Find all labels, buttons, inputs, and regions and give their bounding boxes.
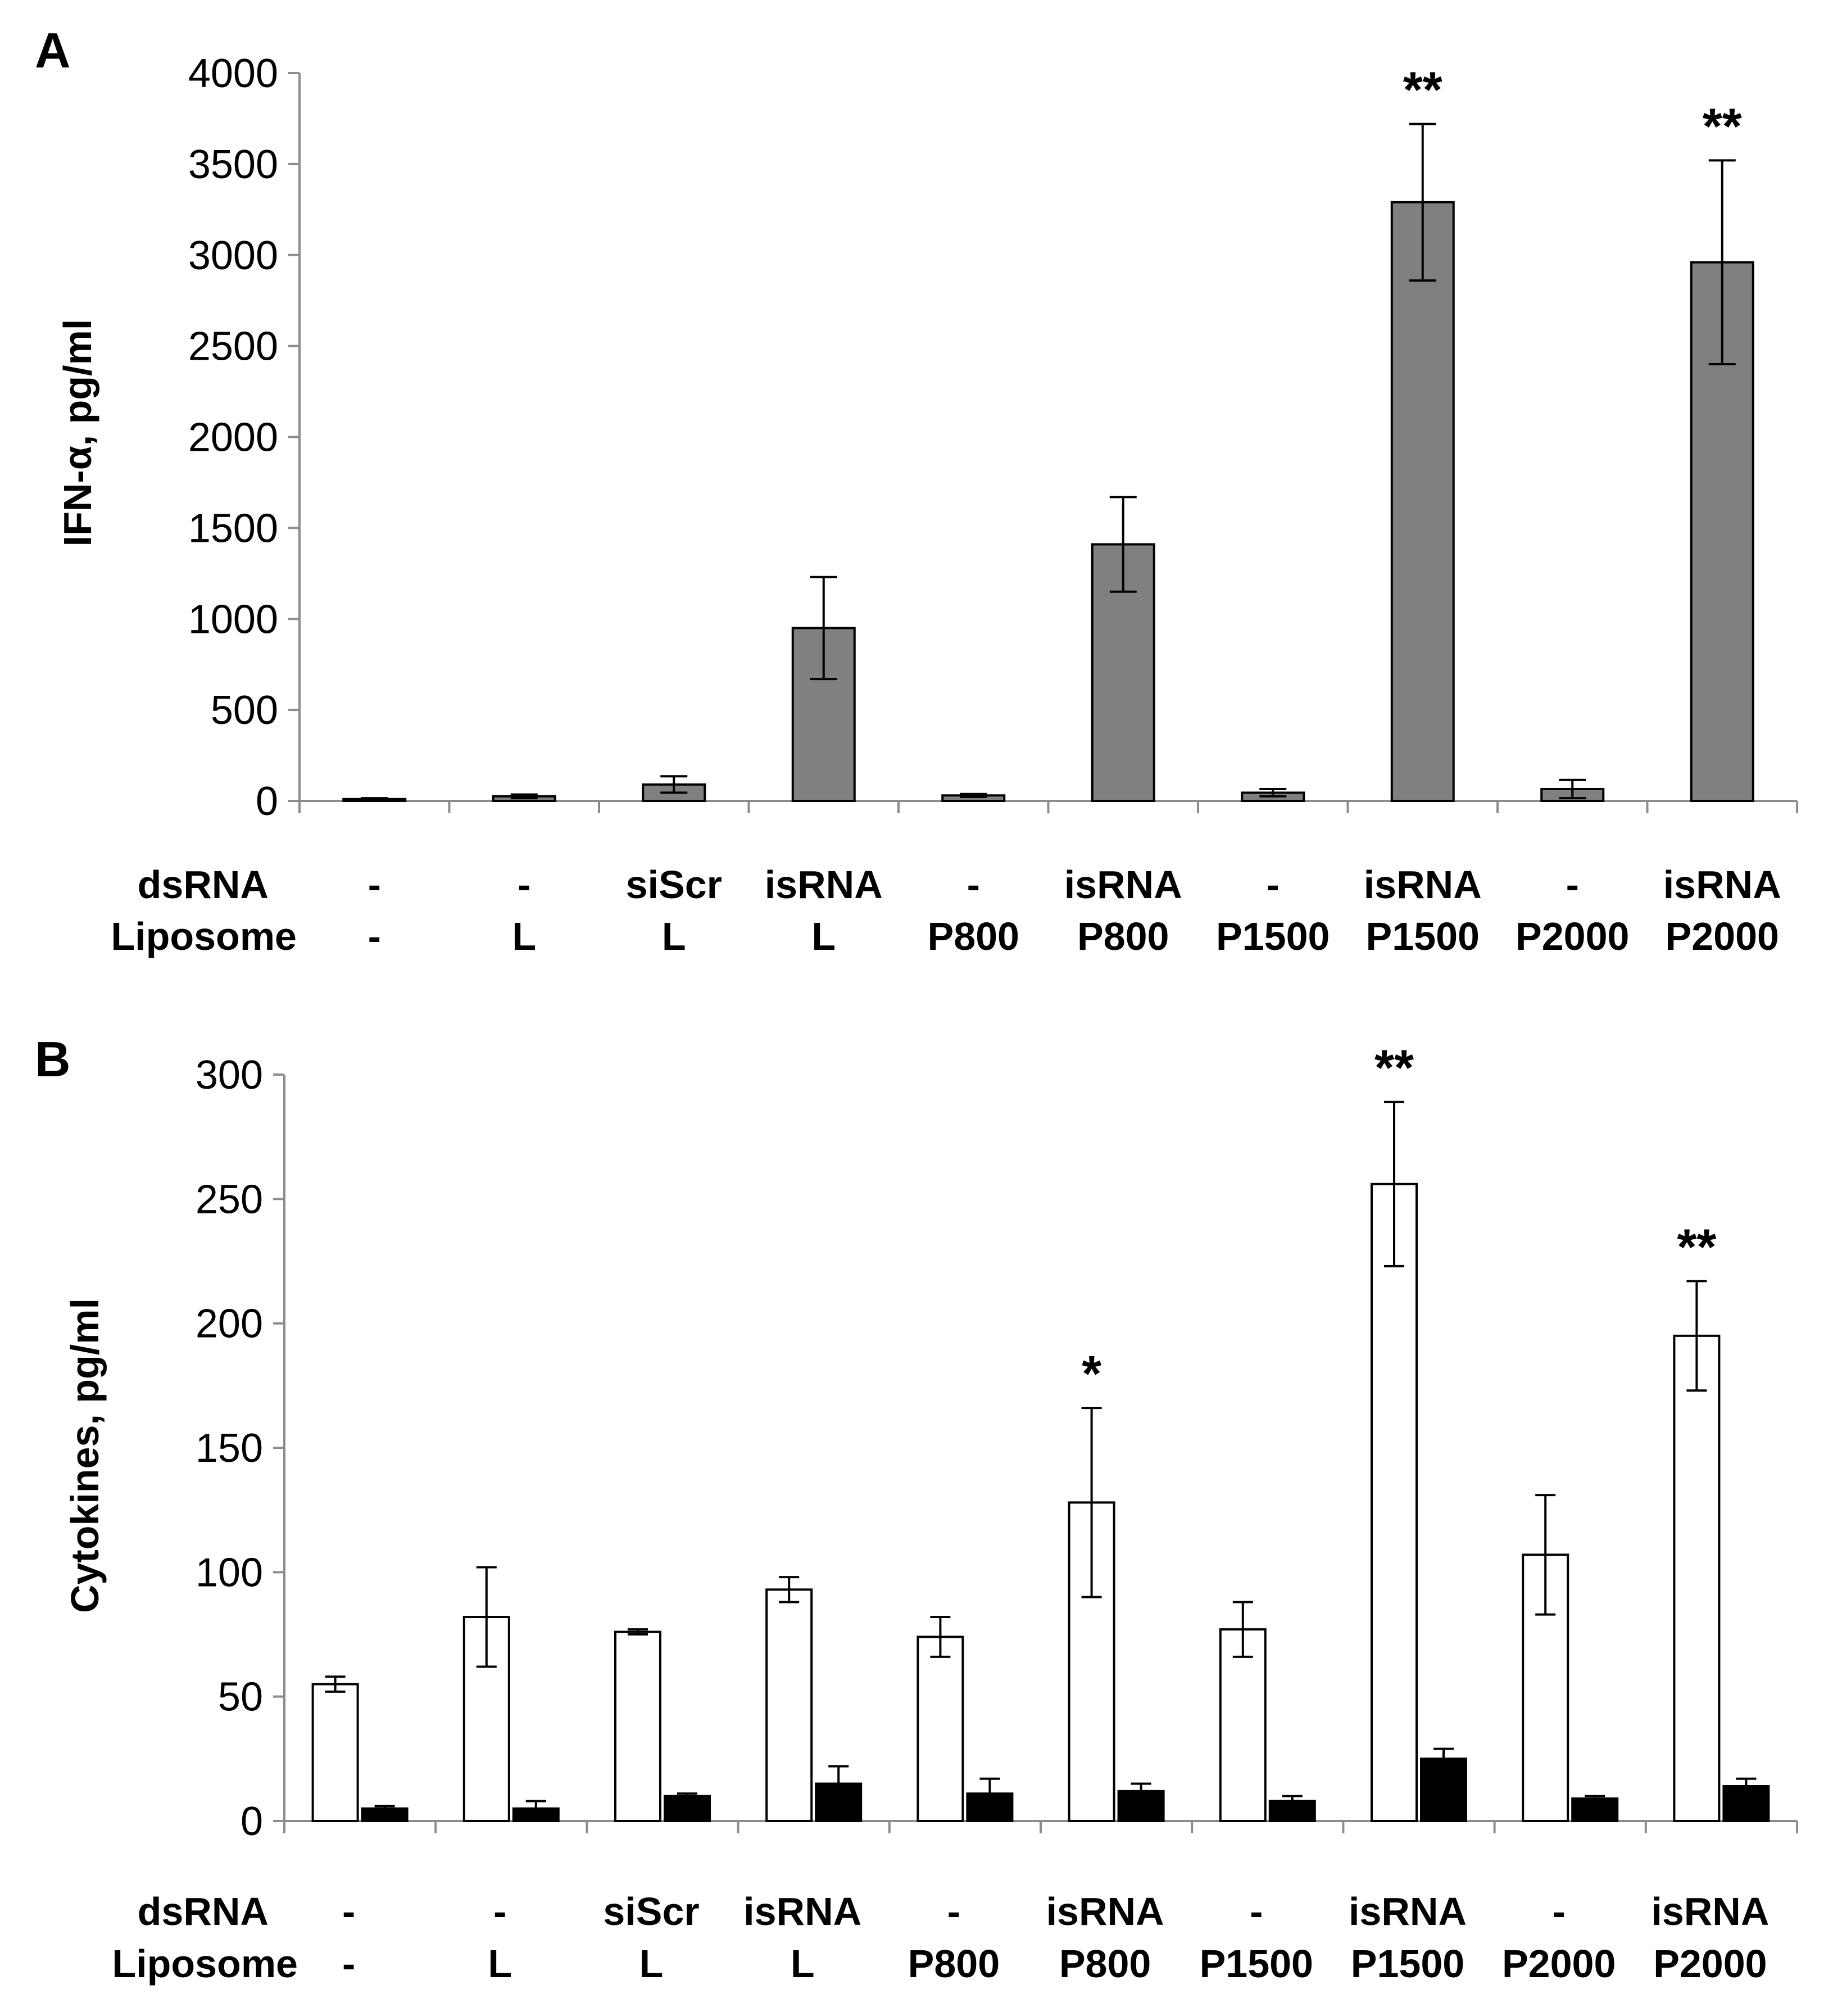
panel-b-bars: *****	[311, 1040, 1770, 1823]
category-label-dsrna: isRNA	[1651, 1890, 1769, 1933]
category-label-liposome: P1500	[1351, 1942, 1464, 1986]
y-tick-label: 200	[196, 1302, 263, 1347]
bar-white-6	[1219, 1628, 1267, 1823]
significance-marker: *	[1082, 1346, 1101, 1402]
category-label-liposome: L	[791, 1942, 815, 1986]
y-tick-label: 500	[211, 688, 278, 733]
bar-white-3	[765, 1588, 813, 1823]
y-tick-label: 0	[256, 779, 278, 824]
category-label-liposome: P1500	[1216, 914, 1330, 958]
category-label-dsrna: -	[1566, 863, 1579, 907]
y-tick-label: 0	[241, 1799, 263, 1844]
category-label-liposome: P2000	[1666, 914, 1779, 958]
category-label-dsrna: isRNA	[1663, 863, 1781, 907]
category-label-dsrna: -	[967, 863, 980, 907]
category-label-dsrna: -	[342, 1890, 355, 1933]
bar-ifn--7	[1390, 201, 1455, 802]
category-label-dsrna: isRNA	[1064, 863, 1182, 907]
panel-a-row-label-dsrna: dsRNA	[138, 863, 269, 907]
category-label-dsrna: -	[1250, 1890, 1263, 1933]
y-tick-label: 2000	[188, 415, 278, 460]
category-label-liposome: -	[368, 914, 381, 958]
category-label-liposome: P1500	[1200, 1942, 1313, 1986]
category-label-liposome: P2000	[1653, 1942, 1767, 1986]
category-label-dsrna: isRNA	[765, 863, 883, 907]
significance-marker: **	[1403, 62, 1442, 119]
panel-b-ylabel: Cytokines, pg/ml	[63, 1298, 107, 1613]
y-tick-label: 4000	[188, 51, 278, 96]
panel-a-ylabel: IFN-α, pg/ml	[56, 319, 99, 547]
panel-a-axes: 0 500 1000 1500 2000 2500 3000 3500 4000	[188, 51, 1798, 824]
category-label-liposome: P800	[1059, 1942, 1151, 1986]
panel-b-letter: B	[35, 1031, 71, 1087]
category-label-liposome: L	[512, 914, 536, 958]
panel-a-row-label-liposome: Liposome	[111, 914, 297, 958]
category-label-liposome: P2000	[1516, 914, 1629, 958]
panel-a-bars: ** **	[342, 62, 1754, 803]
category-label-dsrna: siScr	[603, 1890, 699, 1933]
y-tick-label: 150	[196, 1426, 263, 1471]
y-tick-label: 50	[218, 1675, 263, 1720]
panel-b-row-label-dsrna: dsRNA	[138, 1890, 269, 1933]
category-label-dsrna: isRNA	[1349, 1890, 1467, 1933]
y-tick-label: 1500	[188, 506, 278, 551]
y-tick-label: 3000	[188, 233, 278, 278]
category-label-dsrna: -	[1553, 1890, 1566, 1933]
category-label-dsrna: -	[493, 1890, 506, 1933]
category-label-liposome: L	[488, 1942, 512, 1986]
category-label-dsrna: isRNA	[743, 1890, 861, 1933]
category-label-liposome: -	[342, 1942, 355, 1986]
category-label-liposome: P1500	[1366, 914, 1480, 958]
bar-white-0	[311, 1683, 359, 1823]
category-label-liposome: P2000	[1502, 1942, 1616, 1986]
panel-a-letter: A	[35, 22, 71, 78]
y-tick-label: 1000	[188, 597, 278, 642]
category-label-liposome: L	[639, 1942, 664, 1986]
category-label-dsrna: -	[518, 863, 530, 907]
bar-white-2	[614, 1630, 661, 1822]
category-label-dsrna: -	[368, 863, 381, 907]
category-label-dsrna: -	[1267, 863, 1280, 907]
category-label-liposome: L	[662, 914, 686, 958]
category-label-dsrna: siScr	[626, 863, 722, 907]
y-tick-label: 100	[196, 1550, 263, 1595]
significance-marker: **	[1677, 1219, 1716, 1275]
category-label-dsrna: -	[947, 1890, 960, 1933]
bar-white-4	[917, 1636, 964, 1823]
category-label-dsrna: isRNA	[1046, 1890, 1164, 1933]
significance-marker: **	[1703, 98, 1742, 155]
category-label-liposome: L	[811, 914, 836, 958]
y-tick-label: 2500	[188, 324, 278, 369]
category-label-liposome: P800	[1077, 914, 1169, 958]
y-tick-label: 3500	[188, 142, 278, 187]
bar-black-2	[664, 1795, 711, 1823]
y-tick-label: 300	[196, 1053, 263, 1098]
category-label-dsrna: isRNA	[1364, 863, 1482, 907]
panel-a: A IFN-α, pg/ml 0 500 1000 1500 2000 2500 3000 3…	[35, 22, 1798, 958]
category-label-liposome: P800	[928, 914, 1019, 958]
bar-white-7	[1371, 1183, 1418, 1823]
category-label-liposome: P800	[908, 1942, 1000, 1986]
significance-marker: **	[1374, 1040, 1414, 1097]
panel-b-row-label-liposome: Liposome	[112, 1942, 298, 1986]
bar-white-9	[1673, 1334, 1721, 1823]
y-tick-label: 250	[196, 1177, 263, 1222]
